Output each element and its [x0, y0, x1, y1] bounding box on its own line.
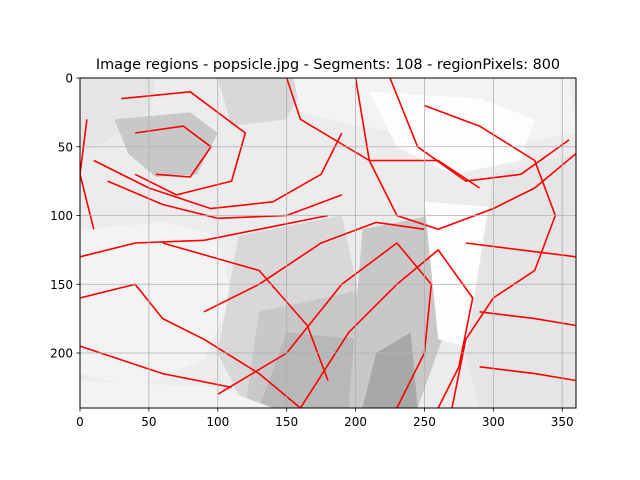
x-tick-label: 0 [76, 415, 84, 429]
region-5 [80, 222, 232, 388]
boundary-line-13 [465, 242, 576, 258]
region-10 [362, 332, 418, 408]
y-tick-label: 200 [50, 347, 73, 361]
boundary-line-17 [80, 119, 95, 230]
axes-frame [79, 77, 577, 409]
boundary-line-0 [80, 214, 329, 258]
y-tick-label: 100 [50, 209, 73, 223]
region-13 [80, 380, 273, 408]
boundary-line-10 [424, 104, 557, 408]
boundary-line-18 [389, 78, 570, 182]
x-tick-label: 200 [344, 415, 367, 429]
x-tick-label: 250 [413, 415, 436, 429]
region-1 [217, 78, 308, 127]
boundary-line-3 [121, 91, 247, 196]
x-tick-label: 350 [551, 415, 574, 429]
boundary-line-11 [285, 78, 481, 189]
y-axis: 0 50 100 150 200 [50, 72, 80, 361]
boundary-line-1 [93, 132, 343, 210]
y-tick-label: 0 [65, 72, 73, 86]
y-tick-label: 50 [58, 140, 73, 154]
y-tick-label: 150 [50, 278, 73, 292]
boundary-line-6 [203, 221, 425, 313]
x-axis: 0 50 100 150 200 250 300 350 [76, 408, 574, 429]
x-tick-label: 300 [482, 415, 505, 429]
chart-title: Image regions - popsicle.jpg - Segments:… [96, 57, 560, 73]
boundary-line-12 [80, 283, 301, 408]
x-tick-label: 50 [141, 415, 156, 429]
boundary-line-8 [299, 249, 474, 408]
x-tick-label: 100 [206, 415, 229, 429]
x-tick-label: 150 [275, 415, 298, 429]
plot-area [79, 77, 577, 409]
region-2 [114, 112, 218, 177]
